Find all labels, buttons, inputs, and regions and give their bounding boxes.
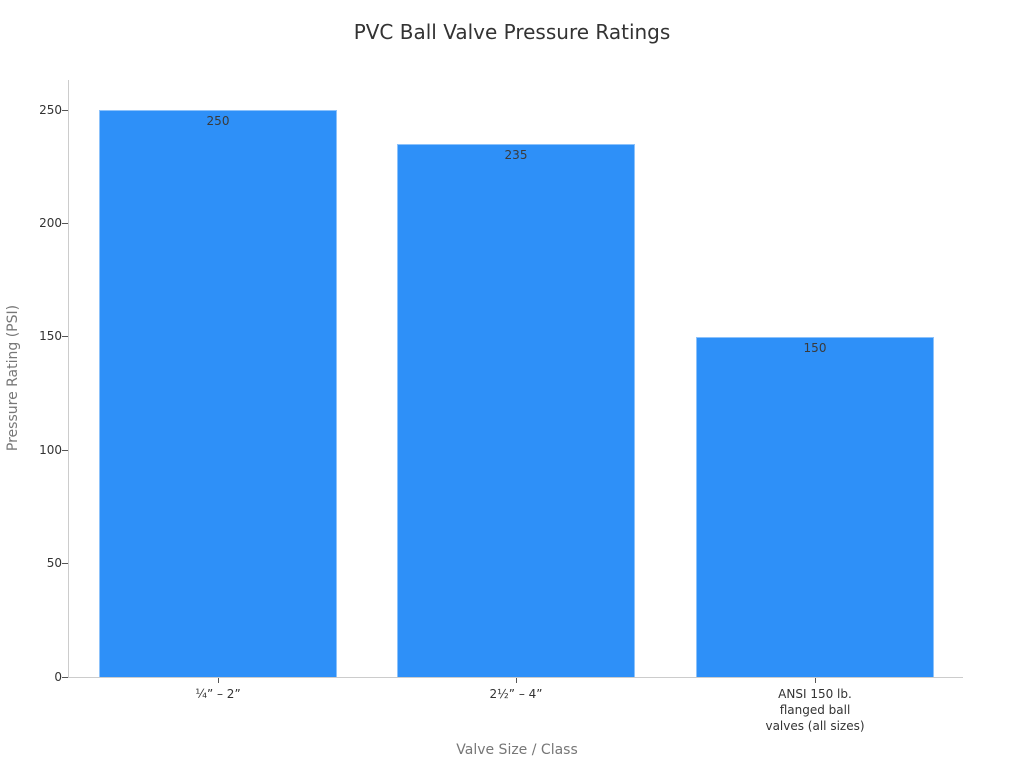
y-axis-line: [68, 80, 69, 677]
y-tick: [62, 450, 68, 451]
bar[interactable]: 150: [696, 337, 934, 677]
y-tick: [62, 563, 68, 564]
x-tick-label: ANSI 150 lb. flanged ball valves (all si…: [765, 687, 865, 733]
x-tick: [516, 678, 517, 683]
bar[interactable]: 250: [99, 110, 337, 677]
chart-title: PVC Ball Valve Pressure Ratings: [353, 20, 671, 44]
x-tick-label: 2½” – 4”: [489, 687, 543, 701]
bar[interactable]: 235: [397, 144, 635, 677]
y-tick: [62, 223, 68, 224]
bar-value-label: 235: [504, 148, 528, 162]
y-tick-label: 100: [39, 443, 62, 457]
y-tick-label: 0: [54, 670, 62, 684]
y-tick-label: 200: [39, 216, 62, 230]
x-tick-label: ¼” – 2”: [195, 687, 241, 701]
y-tick: [62, 110, 68, 111]
x-tick: [218, 678, 219, 683]
y-tick: [62, 336, 68, 337]
x-tick: [815, 678, 816, 683]
x-axis-title: Valve Size / Class: [456, 742, 578, 758]
y-tick-label: 50: [46, 556, 62, 570]
bar-value-label: 250: [206, 114, 230, 128]
y-tick: [62, 677, 68, 678]
y-axis-title: Pressure Rating (PSI): [5, 304, 21, 452]
x-axis-line: [68, 677, 963, 678]
bar-value-label: 150: [803, 341, 827, 355]
y-tick-label: 250: [39, 103, 62, 117]
y-tick-label: 150: [39, 329, 62, 343]
